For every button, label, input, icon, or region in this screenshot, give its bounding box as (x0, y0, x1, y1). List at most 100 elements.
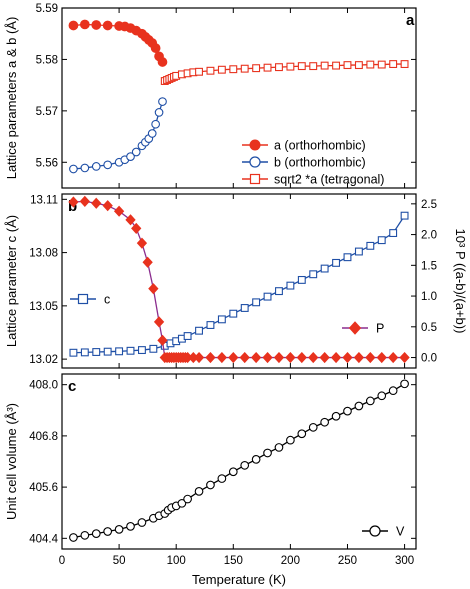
legend-label: P (376, 322, 384, 336)
data-point-a-1 (126, 152, 135, 161)
data-point-c-0 (240, 460, 250, 470)
data-point-b-0 (354, 247, 363, 256)
data-point-a-0 (91, 20, 102, 30)
series-line-c-0 (73, 383, 405, 539)
legend-marker (369, 525, 381, 537)
data-point-a-2 (240, 64, 249, 73)
data-point-c-0 (400, 379, 409, 389)
plot-frame-c (61, 373, 417, 550)
data-point-a-2 (400, 60, 409, 69)
data-point-b-0 (103, 347, 112, 356)
x-tick-label: 150 (224, 555, 243, 567)
data-point-b-0 (217, 315, 226, 324)
data-point-a-2 (286, 62, 295, 71)
data-point-a-0 (102, 20, 113, 31)
series-b-0 (69, 211, 409, 357)
legend-label: V (396, 525, 405, 539)
data-point-b-1 (388, 351, 399, 364)
data-point-b-0 (343, 253, 352, 262)
legend-c: V (362, 525, 405, 539)
data-point-b-1 (399, 351, 410, 364)
data-point-c-0 (103, 527, 113, 536)
data-point-b-1 (102, 200, 113, 212)
data-point-b-1 (228, 351, 239, 364)
series-a-1 (69, 97, 167, 174)
data-point-c-0 (331, 411, 341, 421)
data-point-a-1 (103, 160, 113, 170)
legend-marker (249, 173, 261, 185)
data-point-b-0 (69, 348, 78, 357)
y-tick-label: 13.05 (29, 301, 58, 313)
panel-b: 13.02 13.05 13.08 13.11 0.0 0.5 1.0 1.5 2.0 2.5 10… (4, 193, 468, 369)
data-point-c-0 (308, 423, 318, 432)
data-point-b-0 (332, 258, 341, 267)
data-point-c-0 (251, 455, 261, 464)
data-point-c-0 (194, 487, 204, 496)
data-point-c-0 (137, 518, 147, 527)
data-point-a-1 (147, 129, 157, 138)
data-point-a-2 (332, 61, 341, 70)
data-point-c-0 (183, 494, 192, 504)
data-point-b-0 (275, 287, 283, 296)
y-tick-label: 404.4 (29, 533, 58, 545)
data-point-b-0 (297, 275, 306, 284)
data-point-b-0 (389, 229, 398, 238)
legend-a: a (orthorhombic) b (orthorhombic) sqrt2 *a… (242, 139, 384, 187)
y-tick-label: 13.08 (29, 248, 58, 260)
data-point-c-0 (286, 435, 295, 445)
data-point-b-0 (126, 346, 135, 355)
data-point-a-2 (354, 61, 363, 70)
data-point-b-1 (125, 214, 136, 226)
data-point-c-0 (126, 522, 135, 531)
y-tick-label: 13.02 (29, 354, 58, 366)
data-point-b-1 (148, 283, 159, 295)
data-point-b-1 (308, 351, 319, 364)
data-point-a-2 (252, 64, 261, 73)
data-point-a-2 (229, 65, 238, 74)
panel-a: 5.56 5.57 5.58 5.59 Lattice parameters a & b… (4, 3, 417, 189)
data-point-c-0 (354, 401, 364, 411)
data-point-b-0 (115, 347, 124, 356)
x-tick-label: 100 (167, 555, 186, 567)
data-point-a-2 (206, 66, 215, 75)
data-point-b-1 (91, 197, 102, 209)
data-point-a-1 (151, 119, 160, 129)
y-axis-label: Unit cell volume (Å³) (4, 403, 19, 520)
data-point-b-0 (377, 236, 386, 245)
data-point-b-1 (250, 351, 262, 364)
data-point-c-0 (69, 533, 78, 542)
data-point-a-2 (366, 60, 375, 69)
y2-tick-label: 1.5 (421, 260, 437, 272)
data-point-b-1 (365, 351, 376, 364)
data-point-b-0 (183, 332, 192, 340)
data-point-a-2 (309, 62, 318, 71)
data-point-c-0 (91, 529, 101, 538)
data-point-b-0 (206, 321, 215, 329)
data-point-c-0 (274, 443, 284, 452)
data-point-a-1 (69, 164, 78, 174)
legend-marker (249, 156, 261, 168)
legend-marker (249, 139, 261, 151)
data-point-b-1 (376, 351, 387, 364)
data-point-b-1 (342, 351, 353, 364)
plot-frame-a (61, 7, 417, 189)
y-tick-label: 406.8 (29, 431, 58, 443)
data-point-c-0 (343, 406, 352, 416)
series-a-2 (160, 60, 409, 85)
data-point-a-2 (297, 62, 306, 71)
data-point-b-0 (400, 211, 409, 220)
series-c-0 (69, 379, 409, 542)
data-point-a-2 (320, 61, 329, 70)
data-point-a-2 (389, 60, 398, 69)
legend-label: c (104, 293, 110, 307)
x-tick-label: 50 (113, 555, 126, 567)
data-point-a-1 (80, 163, 90, 173)
data-point-a-1 (158, 97, 167, 106)
data-point-b-0 (366, 241, 375, 250)
data-point-b-0 (240, 304, 249, 312)
y-axis-label: Lattice parameters a & b (Å) (4, 17, 19, 180)
legend-label: b (orthorhombic) (274, 156, 366, 170)
data-point-b-1 (157, 334, 168, 346)
data-point-b-1 (273, 351, 285, 364)
data-point-b-1 (205, 351, 216, 364)
